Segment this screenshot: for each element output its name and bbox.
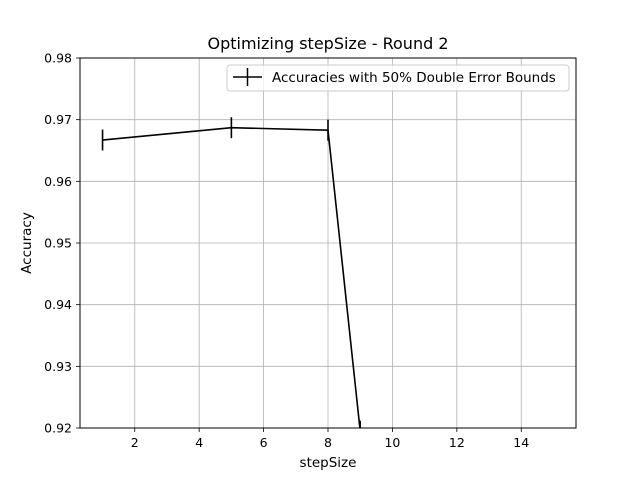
y-tick-label: 0.98 (44, 51, 72, 66)
x-tick-label: 8 (324, 435, 332, 450)
y-tick-label: 0.97 (44, 112, 72, 127)
x-tick-label: 14 (513, 435, 529, 450)
y-tick-label: 0.94 (44, 297, 72, 312)
series-line (102, 126, 361, 428)
y-tick-label: 0.92 (44, 421, 72, 436)
x-axis-ticks: 2 4 6 8 10 12 14 (131, 428, 529, 450)
x-tick-label: 12 (449, 435, 465, 450)
y-tick-label: 0.93 (44, 359, 72, 374)
legend-label: Accuracies with 50% Double Error Bounds (272, 70, 556, 86)
y-axis-ticks: 0.92 0.93 0.94 0.95 0.96 0.97 0.98 (44, 51, 80, 436)
x-axis-label: stepSize (300, 455, 357, 471)
x-tick-label: 2 (131, 435, 139, 450)
x-tick-label: 10 (384, 435, 400, 450)
series-layer (101, 117, 362, 428)
legend-box (226, 64, 570, 92)
legend: Accuracies with 50% Double Error Bounds (226, 64, 570, 92)
y-tick-label: 0.96 (44, 174, 72, 189)
y-axis-label: Accuracy (19, 212, 35, 274)
x-tick-label: 6 (260, 435, 268, 450)
x-tick-label: 4 (195, 435, 203, 450)
y-tick-label: 0.95 (44, 236, 72, 251)
chart-title: Optimizing stepSize - Round 2 (207, 34, 448, 53)
